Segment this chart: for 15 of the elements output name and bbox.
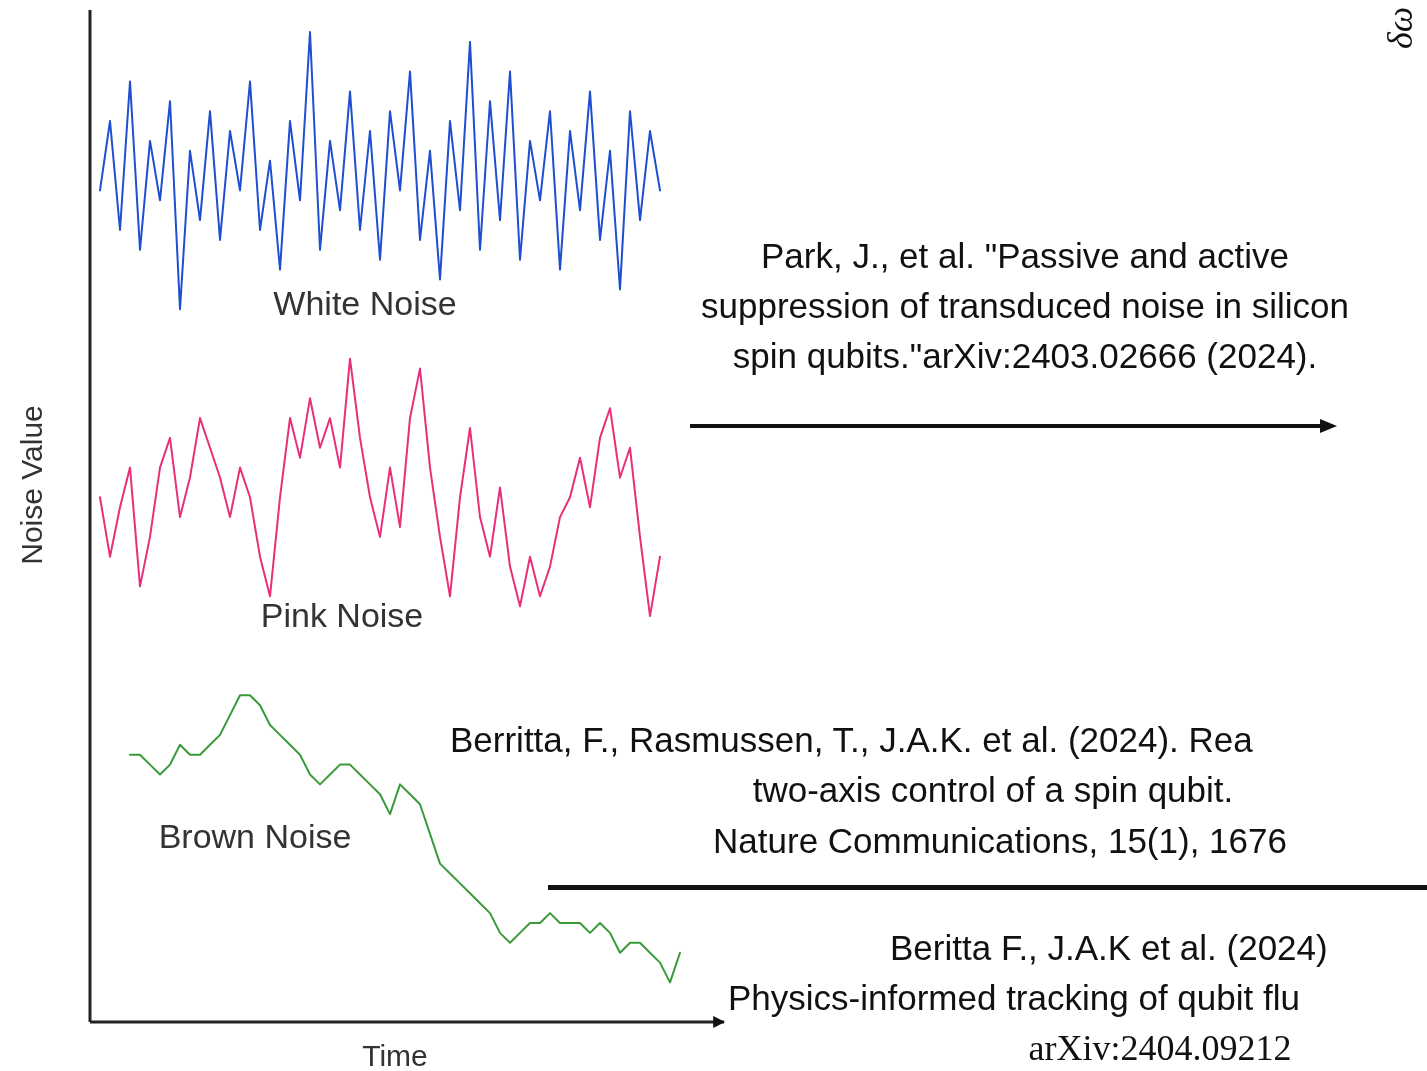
text: suppression of transduced noise in silicon bbox=[701, 286, 1349, 325]
series-label: Brown Noise bbox=[158, 817, 352, 855]
text: Nature Communications, 15(1), 1676 bbox=[713, 821, 1287, 860]
series-label: White Noise bbox=[273, 284, 457, 322]
text: two-axis control of a spin qubit. bbox=[752, 770, 1234, 809]
x-axis-title: Time bbox=[362, 1039, 428, 1071]
annotation: Berritta, F., Rasmussen, T., J.A.K. et al. (2024). Rea bbox=[450, 720, 1254, 759]
text: spin qubits."arXiv:2403.02666 (2024). bbox=[732, 336, 1318, 375]
text: Park, J., et al. "Passive and active bbox=[761, 236, 1289, 275]
text: δω bbox=[1380, 6, 1420, 50]
series-label: Pink Noise bbox=[260, 596, 424, 634]
text: Physics-informed tracking of qubit flu bbox=[728, 978, 1300, 1017]
y-axis-title: Noise Value bbox=[15, 405, 48, 565]
text: arXiv:2404.09212 bbox=[1028, 1028, 1292, 1068]
text: Beritta F., J.A.K et al. (2024) bbox=[890, 928, 1328, 967]
